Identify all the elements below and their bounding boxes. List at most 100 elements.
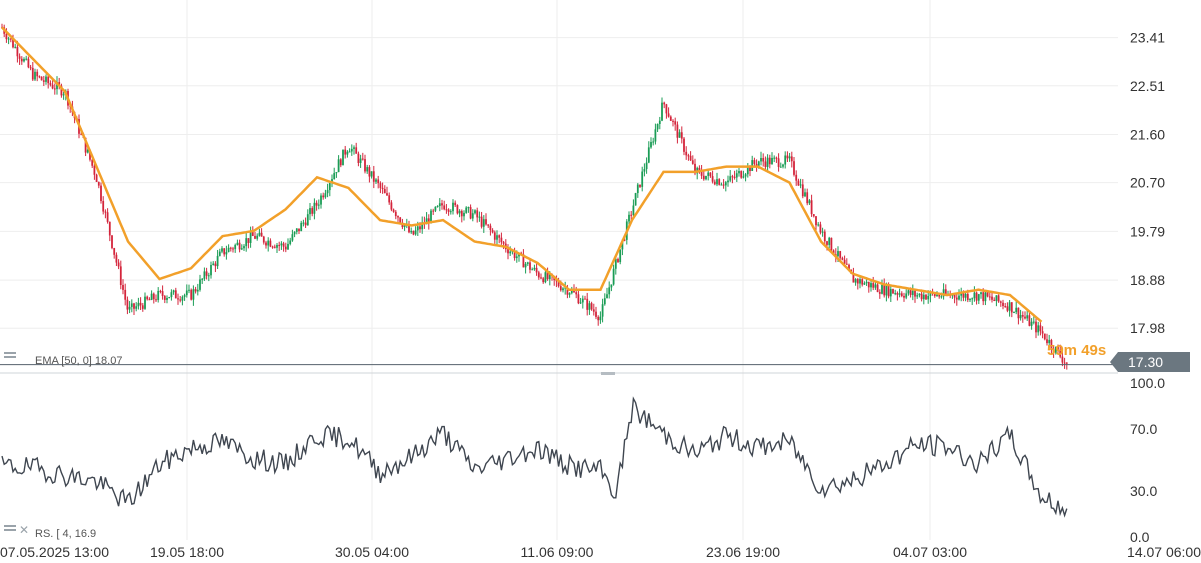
candle-body — [1006, 306, 1009, 311]
candle-body — [185, 290, 188, 296]
candle-body — [661, 102, 663, 121]
candle-body — [210, 265, 212, 276]
candle-body — [298, 228, 300, 232]
candle-body — [498, 235, 501, 238]
candle-body — [311, 208, 314, 214]
candle-body — [179, 299, 182, 301]
candle-body — [7, 38, 10, 40]
candle-body — [797, 180, 800, 186]
candle-body — [727, 180, 729, 183]
candle-body — [691, 160, 694, 164]
candle-body — [854, 279, 857, 283]
candle-body — [463, 212, 465, 217]
rsi-settings-icon[interactable] — [4, 525, 16, 531]
rsi-close-icon[interactable]: ✕ — [19, 523, 29, 537]
candle-body — [203, 271, 206, 279]
candle-body — [487, 224, 490, 226]
candle-body — [234, 244, 237, 250]
candle-body — [768, 157, 771, 165]
candle-body — [1002, 302, 1004, 307]
candle-body — [938, 294, 941, 297]
candle-body — [269, 240, 272, 247]
candle-body — [190, 289, 193, 300]
candle-body — [777, 158, 780, 167]
candle-body — [1024, 316, 1026, 319]
candle-body — [999, 301, 1002, 303]
candle-body — [408, 224, 410, 233]
candle-body — [881, 284, 883, 294]
candle-body — [1032, 321, 1035, 323]
candle-body — [685, 151, 688, 156]
candle-body — [1050, 340, 1053, 349]
candle-body — [315, 202, 318, 206]
candle-body — [49, 83, 52, 85]
candle-body — [707, 172, 710, 176]
time-axis: 07.05.2025 13:00 19.05 18:00 30.05 04:00 11… — [0, 544, 1201, 560]
candle-body — [892, 289, 894, 294]
candle-body — [1004, 306, 1007, 308]
candle-body — [643, 169, 646, 172]
candle-body — [489, 225, 492, 231]
candle-body — [722, 184, 725, 186]
current-price-value: 17.30 — [1128, 354, 1163, 370]
candle-body — [100, 185, 102, 202]
candle-body — [124, 289, 127, 300]
candle-body — [291, 234, 294, 241]
candle-body — [480, 216, 483, 227]
candle-body — [465, 207, 468, 213]
candle-body — [375, 179, 377, 182]
candle-body — [58, 82, 61, 86]
candle-body — [273, 246, 276, 248]
candle-body — [610, 284, 613, 288]
candle-body — [260, 232, 263, 237]
candle-body — [436, 206, 439, 208]
candle-body — [524, 263, 527, 268]
candle-body — [991, 296, 993, 300]
candle-body — [658, 120, 661, 125]
candle-body — [887, 285, 890, 297]
candle-body — [647, 147, 650, 163]
time-tick-label: 04.07 03:00 — [893, 544, 967, 560]
candle-body — [808, 200, 811, 204]
candle-body — [775, 157, 778, 159]
candle-body — [773, 157, 776, 159]
candle-body — [848, 264, 850, 270]
candle-body — [764, 161, 767, 167]
candle-body — [718, 179, 721, 185]
candle-body — [366, 167, 369, 172]
candle-body — [1037, 325, 1040, 333]
candle-body — [986, 292, 989, 297]
candle-body — [62, 94, 65, 96]
candle-body — [137, 302, 140, 307]
candle-body — [60, 85, 63, 96]
candle-body — [969, 299, 971, 301]
candle-body — [548, 274, 551, 280]
panel-resize-handle[interactable] — [601, 372, 615, 375]
ema-settings-icon[interactable] — [4, 352, 16, 358]
candle-body — [819, 224, 822, 233]
candle-body — [155, 299, 157, 301]
candle-body — [1019, 315, 1022, 319]
candle-body — [568, 293, 571, 295]
candle-body — [720, 184, 723, 186]
candle-body — [441, 203, 443, 206]
candle-body — [683, 138, 685, 152]
candle-body — [795, 174, 798, 181]
candle-body — [815, 216, 817, 226]
candle-body — [238, 242, 241, 250]
candle-body — [390, 202, 393, 210]
candle-body — [168, 297, 171, 299]
candle-body — [284, 246, 287, 250]
candle-body — [617, 259, 619, 263]
rsi-line — [1, 396, 1068, 518]
candle-body — [562, 288, 564, 291]
candle-body — [80, 133, 83, 135]
candle-body — [623, 239, 626, 241]
candle-body — [328, 183, 331, 191]
candle-body — [304, 222, 307, 226]
candles-layer — [1, 23, 1068, 370]
candle-body — [383, 189, 386, 194]
candle-body — [31, 67, 34, 80]
candle-body — [232, 248, 234, 250]
candle-body — [755, 163, 758, 166]
